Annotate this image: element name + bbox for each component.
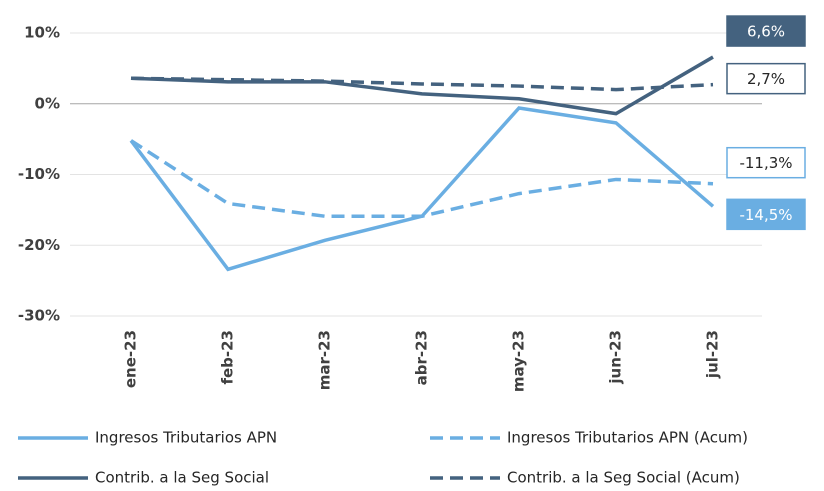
x-tick-label: may-23 [510, 330, 528, 392]
data-label-box [726, 198, 806, 231]
legend-label: Ingresos Tributarios APN (Acum) [507, 429, 748, 447]
y-tick-label: -30% [18, 307, 60, 325]
y-tick-label: 10% [24, 24, 60, 42]
legend-label: Contrib. a la Seg Social [95, 469, 269, 487]
series-line [130, 55, 714, 116]
x-tick-label: jun-23 [607, 330, 625, 385]
y-tick-label: -10% [18, 165, 60, 183]
legend-label: Contrib. a la Seg Social (Acum) [507, 469, 740, 487]
x-tick-label: jul-23 [704, 330, 722, 379]
data-label: -11,3% [739, 154, 792, 172]
x-tick-label: mar-23 [316, 330, 334, 390]
series-line [130, 139, 714, 218]
x-tick-label: abr-23 [413, 330, 431, 385]
x-tick-label: feb-23 [219, 330, 237, 385]
y-tick-label: -20% [18, 236, 60, 254]
data-label: 2,7% [747, 70, 785, 88]
data-label: 6,6% [747, 23, 785, 41]
legend-label: Ingresos Tributarios APN [95, 429, 277, 447]
data-label-box [726, 15, 806, 47]
x-tick-label: ene-23 [122, 330, 140, 388]
data-label-box [726, 62, 806, 95]
data-label: -14,5% [739, 206, 792, 224]
data-label-box [726, 146, 806, 179]
series-line [130, 76, 714, 92]
y-tick-label: 0% [35, 94, 60, 112]
